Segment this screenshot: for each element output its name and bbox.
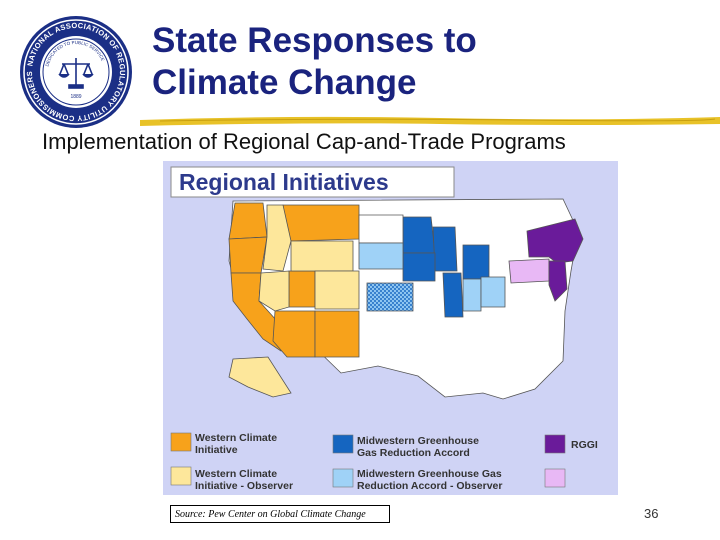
naruc-seal: NATIONAL ASSOCIATION OF REGULATORY UTILI… <box>18 14 134 130</box>
legend-swatch-rggi <box>544 434 566 454</box>
page-number: 36 <box>644 506 659 521</box>
state-kansas <box>366 282 414 312</box>
map-header: Regional Initiatives <box>179 169 389 195</box>
state-arizona <box>272 310 316 358</box>
legend-label-wci-2: Initiative <box>195 444 238 456</box>
state-montana <box>282 204 360 242</box>
state-colorado <box>314 270 360 310</box>
regional-initiatives-map: Regional Initiatives <box>163 161 618 495</box>
slide-title: State Responses to Climate Change <box>152 20 477 104</box>
us-map <box>228 198 584 400</box>
slide-title-line2: Climate Change <box>152 63 417 102</box>
map-header-box <box>170 166 455 198</box>
legend-label-mgga-obs-2: Reduction Accord - Observer <box>357 480 502 492</box>
state-nevada <box>258 270 290 312</box>
legend-swatch-mgga <box>332 434 354 454</box>
state-indiana <box>462 278 482 312</box>
state-minnesota <box>402 216 436 254</box>
state-utah <box>288 270 316 308</box>
legend-swatch-mgga-observer <box>332 468 354 488</box>
state-pennsylvania <box>508 258 550 284</box>
slide-title-line1: State Responses to <box>152 21 477 60</box>
rggi-northeast-states <box>526 218 584 264</box>
legend-swatch-wci <box>170 432 192 452</box>
seal-year: 1889 <box>70 94 81 100</box>
state-wyoming <box>290 240 354 272</box>
state-michigan <box>462 244 490 280</box>
state-alaska <box>228 356 292 398</box>
state-idaho <box>262 204 292 272</box>
legend: Western Climate Initiative Western Clima… <box>170 432 598 492</box>
legend-swatch-rggi-observer <box>544 468 566 488</box>
slide-subtitle: Implementation of Regional Cap-and-Trade… <box>42 129 566 154</box>
rggi-mid-atlantic-states <box>548 260 568 302</box>
scales-icon <box>58 58 94 89</box>
source-caption: Source: Pew Center on Global Climate Cha… <box>170 505 390 523</box>
legend-label-wci-obs-2: Initiative - Observer <box>195 480 293 492</box>
legend-label-mgga-1: Midwestern Greenhouse <box>357 435 479 447</box>
legend-label-wci-1: Western Climate <box>195 432 277 444</box>
state-ohio <box>480 276 506 308</box>
legend-label-mgga-obs-1: Midwestern Greenhouse Gas <box>357 468 502 480</box>
state-oregon <box>228 236 268 274</box>
state-wisconsin <box>432 226 458 272</box>
legend-label-wci-obs-1: Western Climate <box>195 468 277 480</box>
title-underline <box>140 116 720 126</box>
legend-label-mgga-2: Gas Reduction Accord <box>357 447 470 459</box>
state-south-dakota <box>358 242 404 270</box>
state-north-dakota <box>358 214 404 244</box>
state-new-mexico <box>314 310 360 358</box>
legend-swatch-wci-observer <box>170 466 192 486</box>
state-iowa <box>402 252 436 282</box>
state-washington <box>228 202 268 240</box>
state-illinois <box>442 272 464 318</box>
legend-label-rggi: RGGI <box>571 439 598 451</box>
